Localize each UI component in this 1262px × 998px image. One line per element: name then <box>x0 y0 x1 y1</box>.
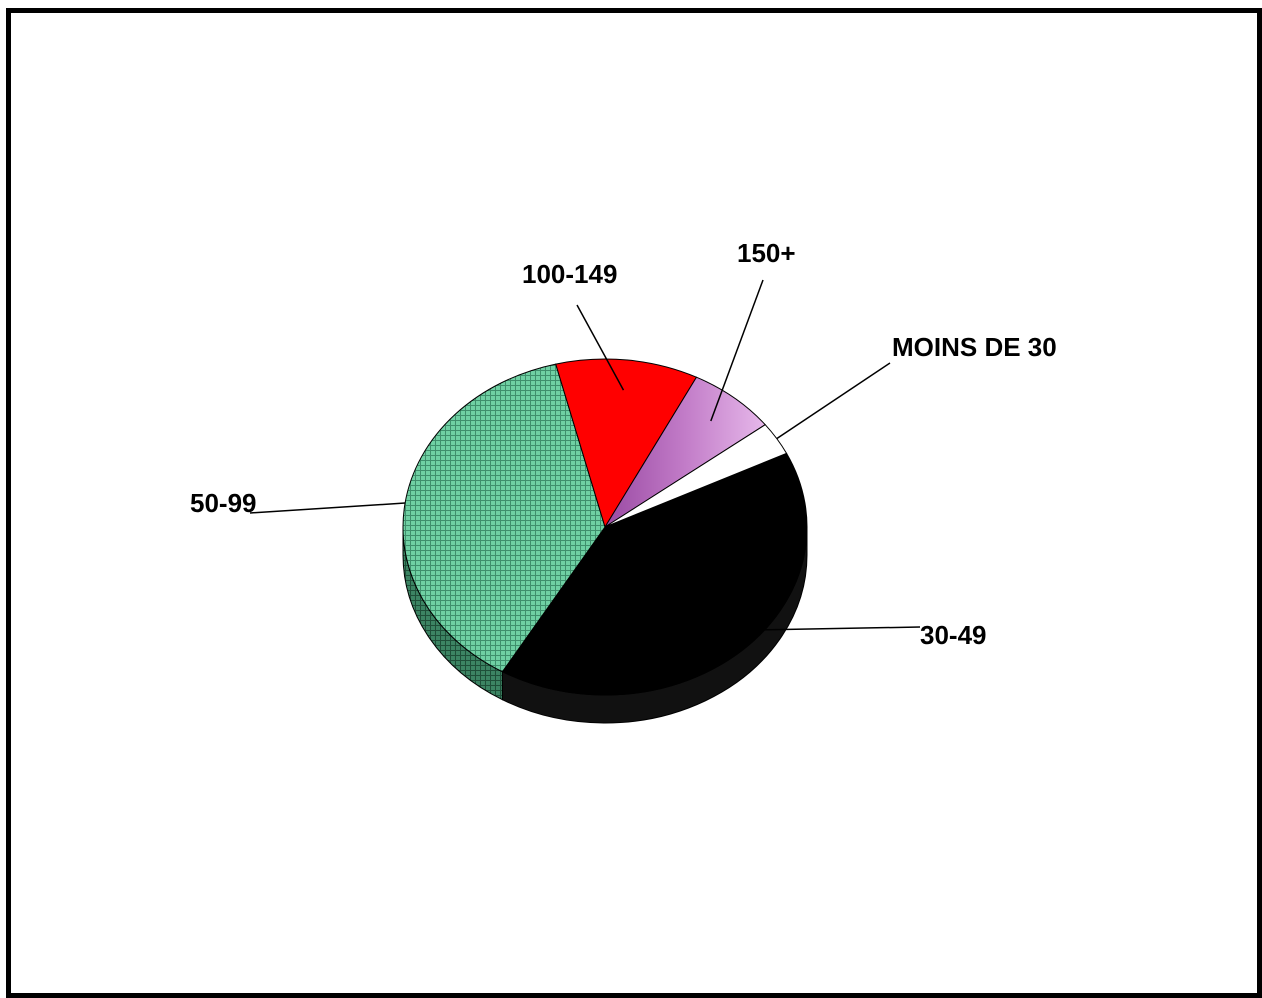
slice-label-moins-de-30: MOINS DE 30 <box>892 332 1057 362</box>
leader-line-150 <box>710 279 764 422</box>
slice-label-50-99: 50-99 <box>190 488 257 518</box>
pie-slice-50-99 <box>402 363 606 673</box>
pie-slice-30-49 <box>501 452 808 696</box>
leader-line-50-99 <box>249 502 406 514</box>
pie-slice-100-149 <box>555 358 698 529</box>
leader-line-100-149 <box>576 304 625 391</box>
slice-label-100-149: 100-149 <box>522 259 617 289</box>
slice-label-30-49: 30-49 <box>920 620 987 650</box>
leader-line-30-49 <box>720 626 921 632</box>
pie-slice-moins-de-30 <box>604 424 788 528</box>
slice-label-150: 150+ <box>737 238 796 268</box>
leader-line-moins-de-30 <box>776 362 891 440</box>
